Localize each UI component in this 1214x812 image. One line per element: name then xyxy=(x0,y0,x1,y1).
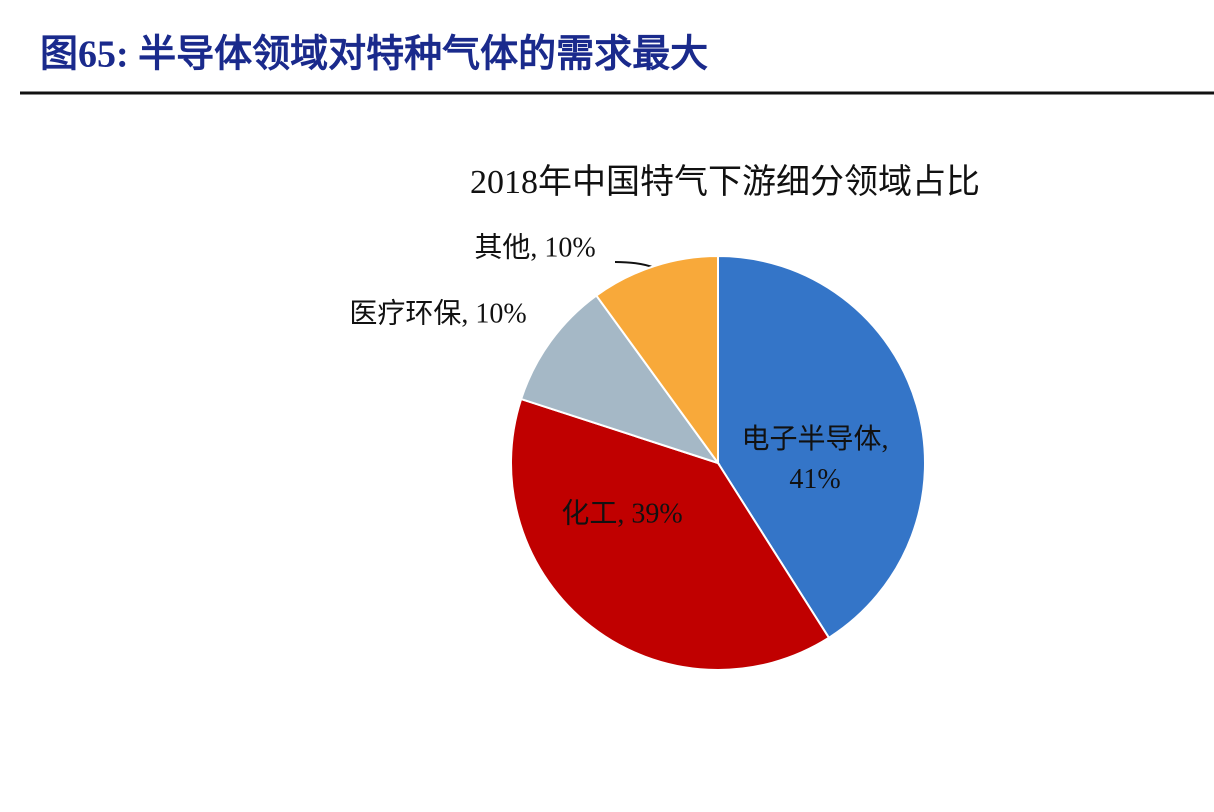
figure-title: 图65: 半导体领域对特种气体的需求最大 xyxy=(40,34,708,76)
chart-title: 2018年中国特气下游细分领域占比 xyxy=(470,163,980,201)
pie-slice xyxy=(510,397,831,671)
pie: 电子半导体, 41% 化工, 39% 医疗环保, 10% 其他, 10% xyxy=(349,231,926,671)
pie-slice xyxy=(594,254,719,467)
data-label: 其他, 10% xyxy=(474,231,595,263)
data-label: 医疗环保, 10% xyxy=(349,297,526,329)
pie-slice xyxy=(717,254,926,640)
pie-slice xyxy=(519,294,721,465)
data-label: 电子半导体, 41% xyxy=(741,423,888,495)
data-label: 化工, 39% xyxy=(561,497,682,529)
